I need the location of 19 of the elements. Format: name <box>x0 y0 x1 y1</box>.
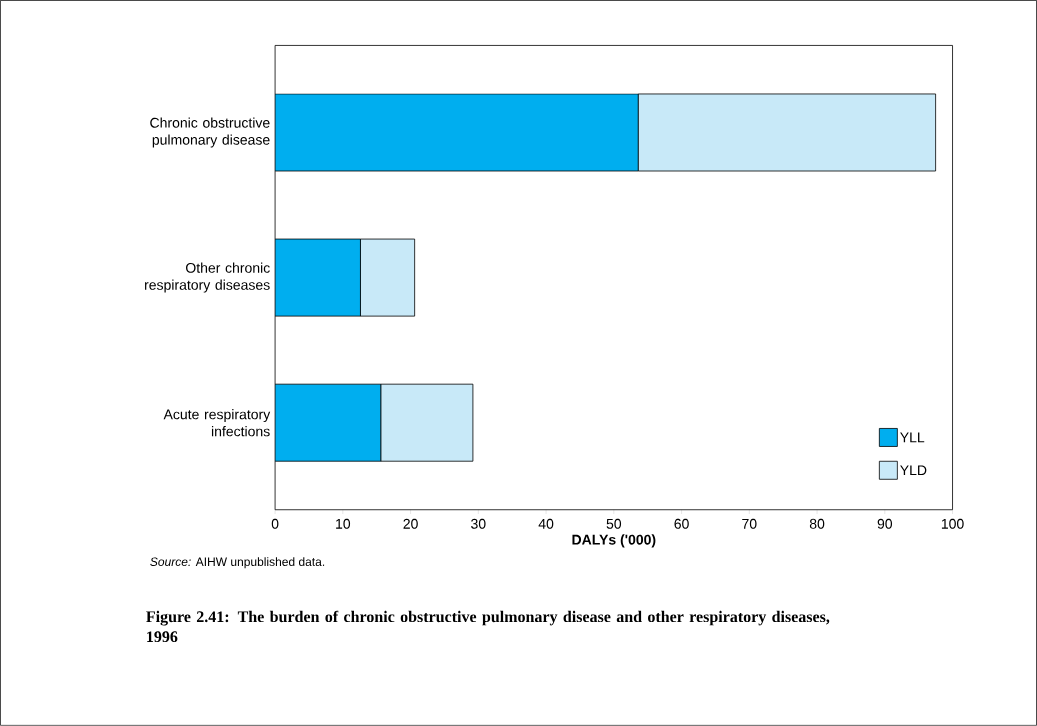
x-tick-label: 20 <box>403 518 418 529</box>
x-tick-label: 90 <box>877 518 893 529</box>
legend-label: YLL <box>900 432 925 443</box>
x-tick-label: 50 <box>606 518 622 529</box>
y-tick-label: Chronic obstructive pulmonary disease <box>150 117 270 148</box>
x-tick-label: 30 <box>471 518 486 529</box>
text: Source: AIHW unpublished data. <box>150 557 325 569</box>
x-tick-label: 70 <box>742 518 757 529</box>
x-tick-label: 0 <box>271 518 279 529</box>
y-tick-label: Acute respiratory infections <box>163 409 271 437</box>
y-tick-label: Other chronic respiratory diseases <box>145 262 270 293</box>
x-tick-label: 60 <box>674 518 689 529</box>
legend-label: YLD <box>900 465 927 476</box>
x-tick-label: 10 <box>336 518 351 529</box>
text: Figure 2.41: The burden of chronic obstructive pulmonary disease and other respiratory diseases, 1996 <box>146 610 830 643</box>
x-tick-label: 40 <box>538 518 554 529</box>
x-tick-label: 80 <box>809 518 825 529</box>
x-axis-title: DALYs ('000) <box>572 534 656 548</box>
x-tick-label: 100 <box>941 518 964 529</box>
